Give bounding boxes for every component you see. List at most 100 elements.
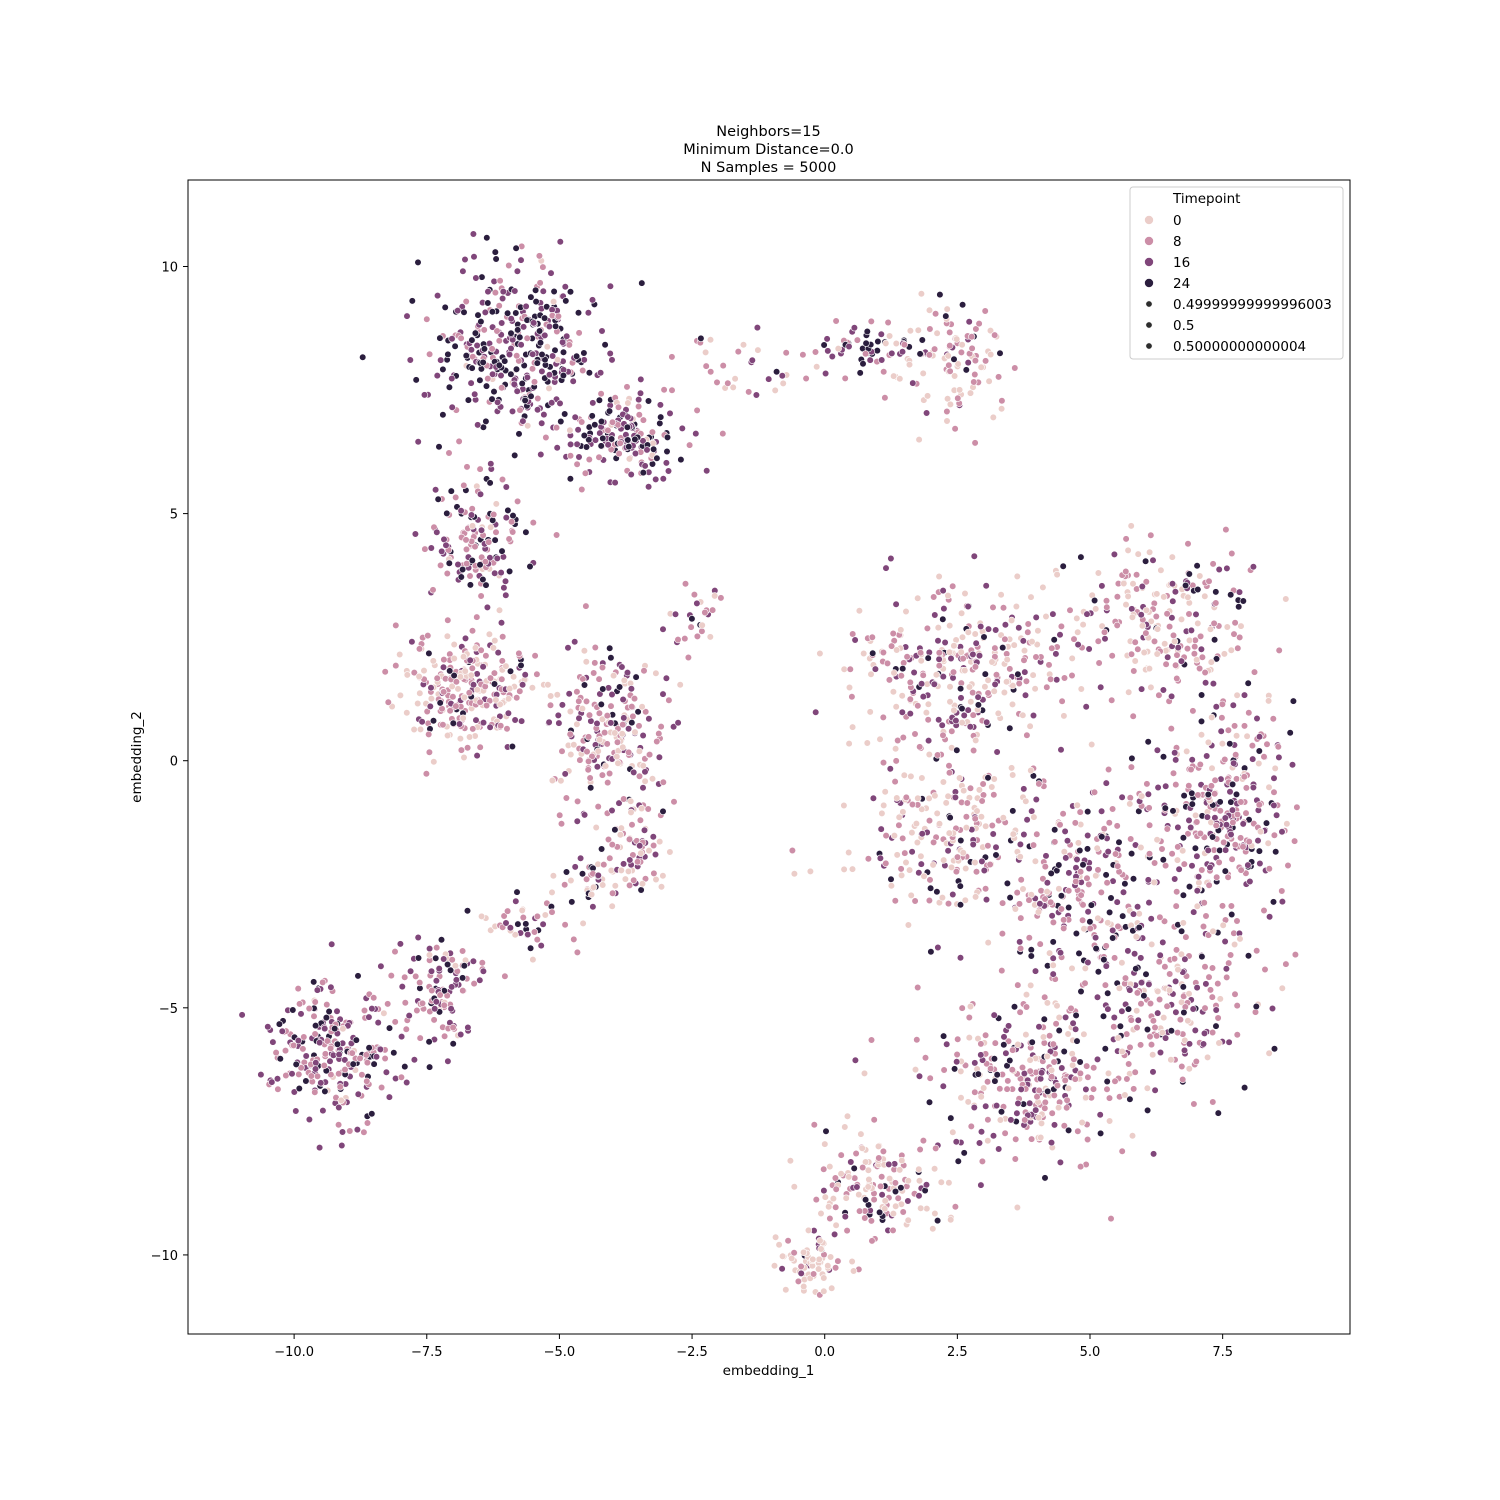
scatter-point [884,318,892,327]
scatter-point [967,698,975,706]
scatter-point [1242,809,1250,817]
scatter-point [368,1004,376,1013]
scatter-point [832,1203,840,1211]
scatter-point [1223,973,1231,982]
scatter-point [398,982,406,991]
scatter-point [1240,722,1249,730]
scatter-point [457,573,465,581]
scatter-point [630,768,638,777]
scatter-point [396,650,404,659]
scatter-point [1183,747,1191,756]
scatter-point [575,453,583,461]
scatter-point [1214,1014,1222,1022]
scatter-point [484,375,492,383]
scatter-point [1093,993,1102,1001]
scatter-point [974,1070,982,1078]
scatter-point [1289,697,1297,705]
scatter-point [1161,963,1169,971]
scatter-point [1206,625,1215,633]
scatter-point [1080,925,1088,933]
scatter-point [1161,640,1169,648]
legend-marker [1144,257,1154,267]
scatter-point [1171,977,1180,986]
legend-marker [1145,342,1153,350]
scatter-point [533,670,541,678]
scatter-point [1021,668,1029,676]
scatter-point [772,368,781,376]
scatter-point [982,895,991,904]
scatter-point [817,1209,825,1218]
scatter-point [1131,638,1139,646]
scatter-point [953,1050,961,1059]
scatter-point [1284,861,1292,870]
scatter-point [1226,740,1234,748]
scatter-point [659,690,667,698]
scatter-point [662,459,671,467]
scatter-point [490,277,498,286]
scatter-point [1109,926,1117,935]
scatter-point [1084,908,1092,916]
scatter-point [1048,1073,1056,1081]
scatter-point [977,1051,985,1059]
scatter-point [1073,614,1081,623]
scatter-point [939,672,947,681]
scatter-point [1015,624,1023,632]
scatter-point [593,719,601,728]
scatter-point [1041,1174,1049,1182]
legend-marker [1144,215,1154,225]
scatter-point [1076,1162,1085,1171]
scatter-point [1025,934,1033,942]
scatter-point [870,1116,878,1124]
scatter-point [920,872,928,880]
scatter-point [1063,837,1072,845]
scatter-point [482,417,490,426]
scatter-point [698,621,706,629]
scatter-point [1026,722,1034,730]
scatter-point [455,720,464,728]
scatter-point [359,353,367,361]
scatter-point [997,591,1005,599]
scatter-point [1078,916,1087,924]
scatter-point [521,396,529,405]
scatter-point [1004,1022,1013,1030]
scatter-point [624,413,632,421]
scatter-point [363,1119,372,1127]
scatter-point [945,648,954,656]
scatter-point [365,1044,373,1052]
scatter-point [1023,731,1031,739]
scatter-point [621,875,630,883]
scatter-point [1197,717,1206,726]
scatter-point [940,604,948,613]
scatter-point [925,1098,934,1106]
scatter-point [507,370,515,378]
scatter-point [1097,888,1105,897]
scatter-point [908,800,917,809]
scatter-point [902,793,910,802]
scatter-point [1057,892,1065,900]
scatter-point [1070,635,1078,643]
scatter-point [1229,818,1237,827]
scatter-point [460,308,468,316]
scatter-point [1041,895,1049,903]
scatter-point [257,1070,265,1079]
scatter-point [923,624,932,633]
legend-label: 0.5 [1173,318,1194,334]
scatter-point [479,663,487,671]
scatter-point [1089,1085,1098,1093]
scatter-point [488,345,496,353]
scatter-point [1206,986,1215,994]
scatter-point [901,849,909,857]
scatter-point [899,733,907,742]
scatter-point [951,1203,960,1211]
scatter-point [626,856,634,864]
scatter-point [1022,677,1031,685]
scatter-point [1205,881,1213,889]
scatter-point [1064,1126,1073,1134]
scatter-point [1050,1058,1058,1066]
scatter-point [996,1085,1004,1093]
scatter-point [930,1165,939,1173]
scatter-point [527,392,535,400]
scatter-point [1158,1028,1166,1037]
scatter-point [1023,816,1031,824]
